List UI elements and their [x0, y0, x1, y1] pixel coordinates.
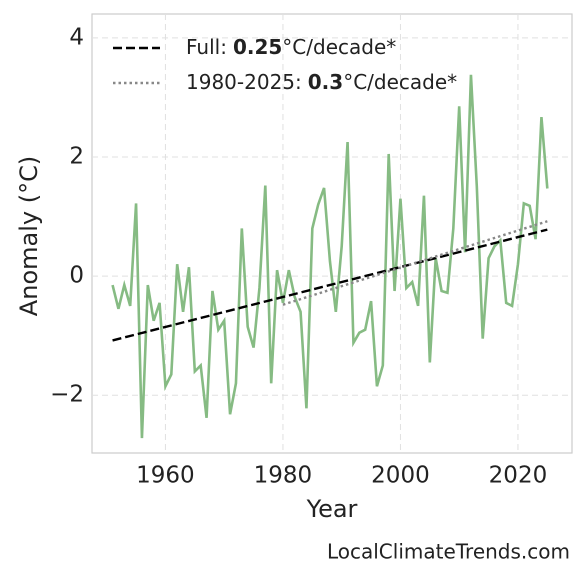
x-tick-label: 1980 — [254, 463, 313, 489]
y-tick-label: 0 — [69, 263, 84, 289]
y-axis-label: Anomaly (°C) — [15, 156, 43, 316]
data-line — [111, 74, 549, 439]
x-tick-label: 1960 — [136, 463, 195, 489]
legend-name: 1980-2025: — [186, 70, 302, 94]
legend-unit: °C/decade* — [282, 35, 396, 59]
watermark: LocalClimateTrends.com — [327, 540, 570, 564]
legend-label: 1980-2025: 0.3°C/decade* — [186, 70, 457, 94]
legend-slope: 0.3 — [308, 70, 343, 94]
x-tick-label: 2020 — [489, 463, 548, 489]
legend-label: Full: 0.25°C/decade* — [186, 35, 396, 59]
trend-line — [112, 228, 548, 342]
y-tick-label: 4 — [69, 24, 84, 50]
x-axis-label: Year — [306, 495, 358, 523]
trend-line — [282, 220, 548, 306]
y-tick-label: −2 — [50, 382, 84, 408]
legend-unit: °C/decade* — [343, 70, 457, 94]
y-tick-label: 2 — [69, 143, 84, 169]
x-tick-label: 2000 — [371, 463, 430, 489]
legend-name: Full: — [186, 35, 227, 59]
plot-frame — [91, 13, 573, 454]
legend-slope: 0.25 — [233, 35, 282, 59]
